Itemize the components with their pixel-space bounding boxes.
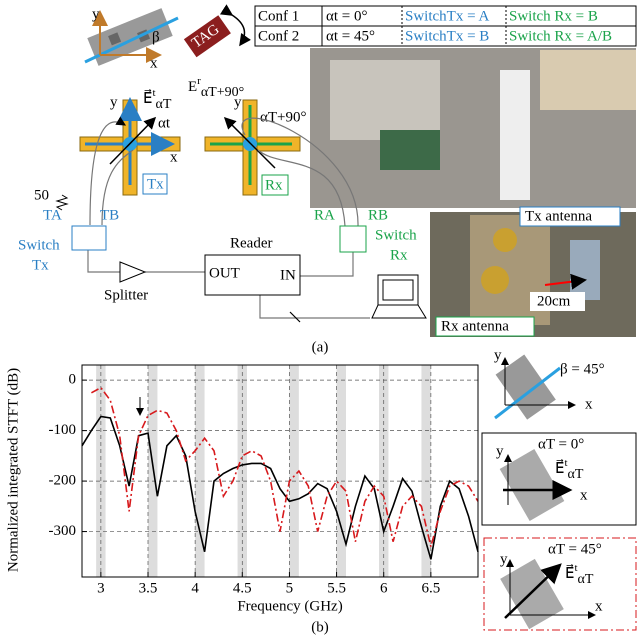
axis-x: x — [170, 149, 178, 165]
band — [195, 365, 205, 577]
axis-x: x — [580, 487, 588, 503]
y-tick-label: 0 — [69, 372, 77, 388]
switch-label: Switch — [18, 237, 60, 253]
series-line — [81, 415, 479, 560]
field-label: E⃗tαT — [555, 457, 584, 483]
x-tick-label: 3 — [97, 580, 105, 596]
cell: Conf 2 — [258, 28, 299, 44]
x-tick-label: 6 — [380, 580, 388, 596]
port: IN — [280, 267, 296, 283]
plot-frame — [81, 364, 479, 578]
cell: αt = 45° — [326, 28, 375, 44]
axis-x: x — [150, 55, 158, 71]
port: OUT — [209, 265, 240, 281]
port: TA — [43, 207, 62, 223]
band — [148, 365, 158, 577]
axis-y: y — [496, 443, 504, 459]
photo-label: Tx antenna — [525, 208, 592, 224]
x-tick-label: 5.5 — [327, 580, 346, 596]
reader: Reader — [230, 235, 272, 251]
load: 50 — [34, 187, 49, 203]
band — [421, 365, 431, 577]
cell: Switch Rx = B — [509, 8, 598, 24]
x-tick-label: 3.5 — [139, 580, 158, 596]
band — [289, 365, 299, 577]
port: RB — [368, 207, 388, 223]
config-table — [254, 5, 637, 47]
angle: αT+90° — [260, 109, 306, 125]
legend-label: αT = 45° — [548, 541, 602, 557]
axis-y: y — [500, 551, 508, 567]
y-tick-label: -100 — [49, 422, 77, 438]
port: RA — [314, 207, 335, 223]
angle: αt — [158, 115, 171, 131]
tag-icon — [84, 8, 179, 66]
axis-y: y — [92, 6, 100, 22]
cell: Conf 1 — [258, 8, 299, 24]
port: TB — [100, 207, 119, 223]
switch-label: Rx — [390, 247, 408, 263]
photo-label: 20cm — [537, 293, 571, 309]
legend-icon — [481, 354, 637, 631]
field-label: ErαT+90° — [188, 75, 244, 101]
field-label: E⃗tαT — [565, 562, 594, 588]
x-tick-label: 5 — [286, 580, 294, 596]
splitter: Splitter — [104, 287, 148, 303]
field-label: E⃗tαT — [143, 87, 172, 113]
legend-label: αT = 0° — [538, 436, 584, 452]
plot: 3 3.5 4 4.5 5 5.5 6 6.5 0 -100 -200 -300 — [49, 364, 479, 596]
x-tick-label: 6.5 — [421, 580, 440, 596]
axis-x: x — [595, 598, 603, 614]
caption: (a) — [312, 339, 329, 355]
axis-y: y — [234, 94, 242, 110]
caption: (b) — [311, 619, 329, 635]
cell: Switch Rx = A/B — [509, 28, 612, 44]
axis-y: y — [110, 94, 118, 110]
y-tick-label: -300 — [49, 523, 77, 539]
cell: SwitchTx = A — [405, 8, 489, 24]
axis-x: x — [585, 396, 593, 412]
switch-label: Tx — [32, 257, 49, 273]
x-tick-label: 4 — [191, 580, 199, 596]
legend-label: β = 45° — [560, 361, 605, 377]
y-axis-label: Normalized integrated STFT (dB) — [5, 368, 21, 572]
cell: αt = 0° — [326, 8, 367, 24]
photo-label: Rx antenna — [441, 318, 509, 334]
x-axis-label: Frequency (GHz) — [237, 598, 342, 614]
x-tick-label: 4.5 — [233, 580, 252, 596]
y-tick-label: -200 — [49, 473, 77, 489]
band — [336, 365, 346, 577]
antenna-name: Rx — [265, 177, 283, 193]
axis-y: y — [494, 347, 502, 363]
antenna-name: Tx — [147, 176, 164, 192]
switch-label: Switch — [375, 227, 417, 243]
angle: β — [152, 29, 160, 45]
cell: SwitchTx = B — [405, 28, 489, 44]
series-line — [91, 386, 479, 547]
